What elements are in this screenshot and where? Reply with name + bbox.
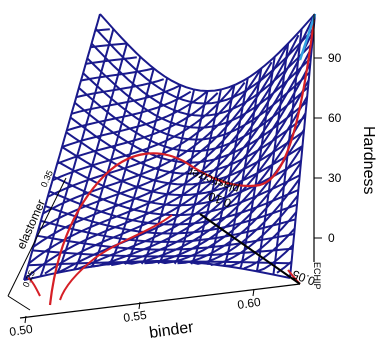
- z-axis-label: Hardness: [360, 126, 377, 194]
- mesh-line-diag: [156, 145, 304, 265]
- mesh-line-diag: [66, 90, 192, 132]
- mesh-line-diag: [90, 42, 127, 49]
- mesh-line-diag: [76, 78, 165, 99]
- mesh-line-v: [82, 71, 311, 141]
- mesh-line-diag: [190, 178, 301, 265]
- x-tick-mark: [252, 288, 255, 297]
- x-axis-line: [19, 283, 301, 319]
- mesh-line-diag: [95, 28, 110, 32]
- mesh-line-diag: [23, 13, 316, 281]
- contour-curve-lower: [27, 214, 173, 301]
- mesh-line-diag: [223, 211, 298, 267]
- surface-mesh: [23, 13, 316, 281]
- mesh-line-diag: [71, 84, 182, 115]
- contour-curve-front: [48, 19, 316, 306]
- x-tick-label: 0.55: [122, 308, 147, 325]
- mesh-line-diag: [42, 67, 263, 215]
- z-tick-label: 90: [328, 51, 342, 65]
- mesh-line-diag: [123, 112, 307, 265]
- z-tick-label: 0: [328, 231, 335, 245]
- x-ticks: 0.50 0.55 0.60: [8, 288, 262, 339]
- y-axis-line: [199, 213, 301, 285]
- mesh-line-diag: [61, 90, 209, 148]
- mesh-line-diag: [85, 56, 137, 65]
- mesh-line-diag: [256, 244, 294, 273]
- mesh-line-diag: [56, 46, 313, 274]
- mesh-line-diag: [177, 161, 302, 265]
- mesh-line-diag: [111, 96, 309, 267]
- axes: [7, 14, 315, 319]
- echip-label: ECHIP: [312, 262, 322, 290]
- mesh-line-diag: [90, 79, 310, 268]
- x-tick-mark: [138, 301, 141, 310]
- mesh-line-v: [69, 115, 306, 175]
- x-tick-label: 0.60: [236, 295, 261, 312]
- mesh-line-v: [40, 218, 296, 243]
- mesh-line-diag: [37, 61, 273, 231]
- back-axis-line: [7, 295, 31, 311]
- z-tick-label: 30: [328, 171, 342, 185]
- mesh-line-diag: [32, 43, 289, 248]
- z-tick-label: 60: [328, 111, 342, 125]
- mesh-line-diag: [243, 227, 296, 270]
- mesh-line-diag: [77, 63, 312, 270]
- x-tick-mark: [24, 315, 27, 324]
- k-axis-line: [7, 177, 67, 297]
- mesh-line-diag: [28, 34, 300, 265]
- mesh-line-diag: [210, 194, 299, 266]
- mesh-line-diag: [44, 30, 315, 275]
- x-axis-label: binder: [148, 319, 195, 341]
- x-tick-label: 0.50: [8, 322, 33, 339]
- mesh-line-diag: [52, 84, 236, 182]
- mesh-line-diag: [80, 67, 155, 82]
- mesh-line-diag: [276, 260, 293, 274]
- z-ticks: 0 30 60 90: [314, 51, 342, 245]
- mesh-line-v: [78, 86, 309, 153]
- mesh-line-diag: [47, 81, 246, 198]
- mesh-line-diag: [56, 92, 219, 165]
